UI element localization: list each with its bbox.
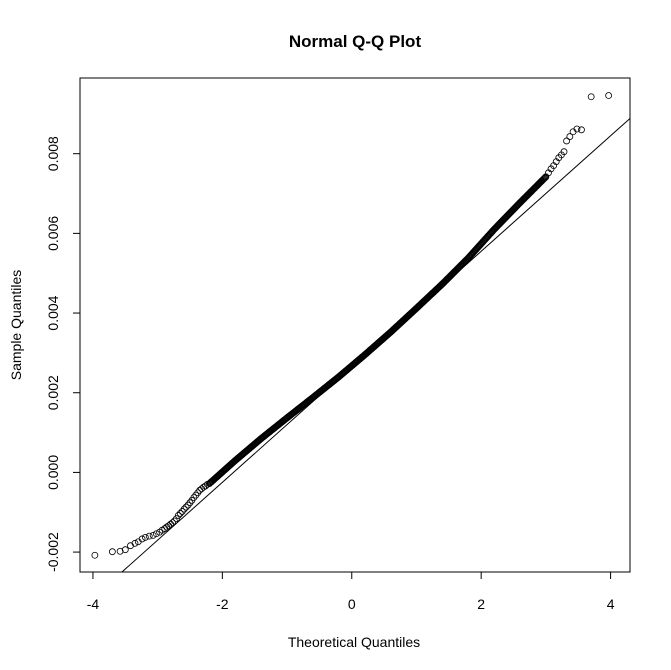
points-layer [91, 92, 613, 559]
data-point [108, 548, 116, 556]
data-point [540, 175, 548, 183]
data-point [578, 126, 585, 134]
data-point [176, 510, 184, 517]
data-point [541, 174, 548, 182]
x-tick-label: 0 [348, 596, 356, 612]
data-point [116, 547, 124, 555]
y-tick-label: 0.004 [45, 295, 61, 330]
data-point [539, 175, 547, 183]
data-point [573, 125, 581, 133]
data-point [169, 519, 176, 526]
y-axis: -0.002 0.000 0.002 0.004 0.006 0.008 [45, 136, 80, 572]
y-tick-label: -0.002 [45, 532, 61, 572]
data-point [149, 531, 157, 539]
y-tick-label: 0.000 [45, 455, 61, 490]
data-point [192, 491, 200, 499]
data-point [152, 530, 160, 538]
data-point [184, 501, 192, 509]
y-tick-label: 0.008 [45, 136, 61, 171]
x-axis-label: Theoretical Quantiles [288, 634, 420, 650]
data-point [141, 533, 149, 541]
data-point [190, 494, 198, 501]
data-point [178, 508, 186, 515]
x-tick-label: 4 [607, 596, 615, 612]
data-point [541, 174, 549, 181]
plot-frame [79, 77, 631, 573]
y-tick-label: 0.002 [45, 375, 61, 410]
chart-title: Normal Q-Q Plot [289, 32, 422, 51]
data-point [131, 539, 139, 547]
x-axis: -4 -2 0 2 4 [87, 572, 615, 612]
y-tick-label: 0.006 [45, 216, 61, 251]
data-point [127, 542, 134, 550]
data-point [180, 505, 188, 513]
data-point [121, 546, 129, 554]
data-point [171, 517, 178, 525]
data-point [91, 551, 99, 559]
data-point [587, 93, 595, 101]
data-point [186, 499, 194, 507]
y-axis-label: Sample Quantiles [8, 270, 24, 381]
data-point [605, 92, 613, 99]
data-point [566, 133, 574, 140]
x-tick-label: -4 [87, 596, 100, 612]
data-point [145, 532, 153, 540]
data-point [138, 535, 146, 543]
data-point [182, 503, 190, 511]
data-point [560, 148, 568, 156]
data-point [563, 137, 570, 145]
x-tick-label: -2 [216, 596, 229, 612]
data-point [174, 512, 182, 519]
x-tick-label: 2 [477, 596, 485, 612]
data-point [194, 489, 202, 497]
